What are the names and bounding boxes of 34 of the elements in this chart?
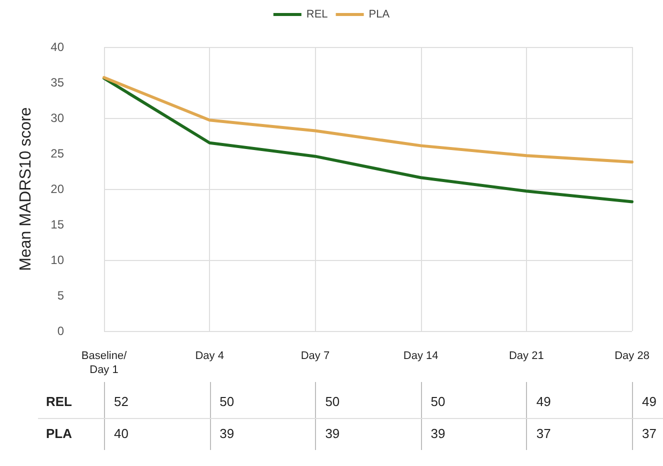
x-tick-label: Day 4 <box>195 350 224 362</box>
y-axis-title: Mean MADRS10 score <box>18 107 34 271</box>
legend-label: REL <box>306 8 328 20</box>
line-series <box>102 76 634 164</box>
text: 49 <box>536 394 551 409</box>
line-series <box>102 76 634 204</box>
y-tick-label: 35 <box>50 76 64 90</box>
text: 37 <box>536 426 551 441</box>
y-tick-label: 20 <box>50 182 64 196</box>
text: REL <box>46 394 72 409</box>
x-tick-label: Day 28 <box>614 350 650 362</box>
text: 37 <box>642 426 656 441</box>
text: 39 <box>220 426 234 441</box>
text: PLA <box>46 426 72 441</box>
x-tick-label: Day 21 <box>508 350 544 362</box>
x-tick-label: Baseline/ Day 1 <box>81 350 128 376</box>
text: 50 <box>325 394 340 409</box>
y-tick-label: 5 <box>57 288 64 302</box>
y-tick-label: 30 <box>50 111 64 125</box>
x-tick-label: Day 14 <box>403 350 438 362</box>
y-tick-label: 40 <box>50 40 64 54</box>
text: 39 <box>325 426 340 441</box>
text: 52 <box>114 394 128 409</box>
text: 40 <box>114 426 128 441</box>
legend-label: PLA <box>368 8 390 20</box>
y-tick-label: 0 <box>57 324 64 338</box>
y-tick-label: 25 <box>50 146 64 160</box>
text: 49 <box>642 394 656 409</box>
y-tick-label: 15 <box>50 218 64 232</box>
x-tick-label: Day 7 <box>300 350 330 362</box>
y-tick-label: 10 <box>50 253 64 267</box>
text: 39 <box>430 426 446 441</box>
text: 50 <box>220 394 234 409</box>
text: 50 <box>430 394 446 409</box>
